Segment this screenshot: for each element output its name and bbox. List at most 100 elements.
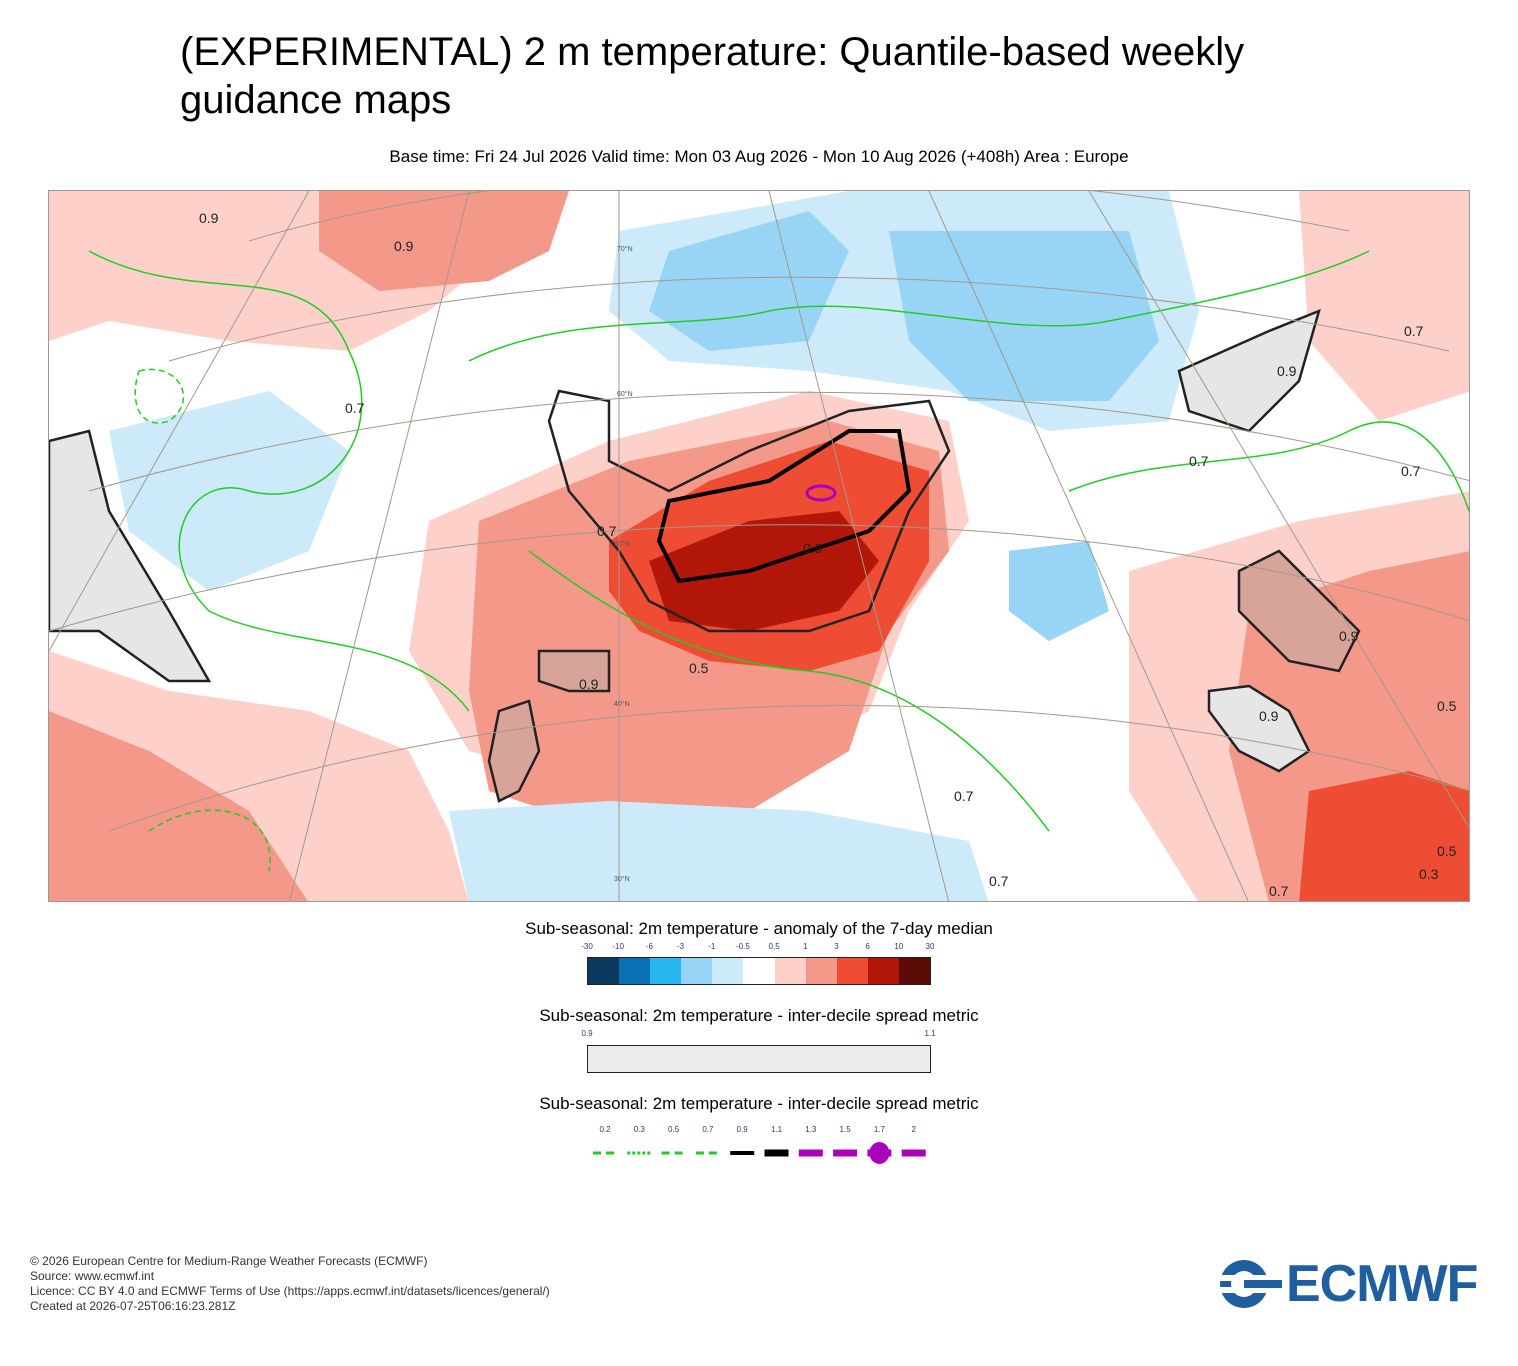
anomaly-colorbar bbox=[587, 957, 931, 985]
contour-label: 0.7 bbox=[989, 873, 1009, 889]
warm-region-greenland bbox=[319, 191, 569, 291]
map-subtitle: Base time: Fri 24 Jul 2026 Valid time: M… bbox=[389, 147, 1129, 166]
graticule-lat-30 bbox=[108, 705, 1469, 832]
anomaly-tick-label: 6 bbox=[865, 942, 870, 951]
anomaly-colorbar-swatch bbox=[867, 958, 899, 984]
spread-contour-tick-label: 1.3 bbox=[805, 1125, 817, 1134]
spread-contour-tick-label: 0.5 bbox=[668, 1125, 680, 1134]
ecmwf-logo: ECMWF bbox=[1218, 1255, 1490, 1313]
contour-label: 0.5 bbox=[1437, 843, 1457, 859]
spread-contour-legend-lines bbox=[593, 1142, 926, 1164]
anomaly-tick-label: 1 bbox=[803, 942, 808, 951]
contour-label: 0.9 bbox=[803, 540, 823, 556]
graticule-lon-d bbox=[928, 191, 1249, 901]
source-line: Source: www.ecmwf.int bbox=[30, 1269, 155, 1283]
spread-contour-tick-label: 0.2 bbox=[599, 1125, 611, 1134]
ecmwf-logo-icon bbox=[1218, 1260, 1282, 1308]
anomaly-colorbar-swatch bbox=[681, 958, 713, 984]
contour-label: 0.9 bbox=[1259, 708, 1279, 724]
anomaly-colorbar-swatch bbox=[743, 958, 775, 984]
contour-label: 0.7 bbox=[954, 788, 974, 804]
spread-contour-1-3 bbox=[805, 484, 837, 502]
lat-label-70: 70°N bbox=[617, 245, 633, 253]
contour-label: 0.7 bbox=[345, 400, 365, 416]
graticule-lat-70 bbox=[248, 191, 1350, 242]
spread-shade-atlantic-west bbox=[49, 429, 212, 683]
anomaly-legend-title: Sub-seasonal: 2m temperature - anomaly o… bbox=[525, 919, 993, 938]
contour-label: 0.9 bbox=[1339, 628, 1359, 644]
contour-label: 0.3 bbox=[1419, 866, 1439, 882]
contour-label: 0.9 bbox=[579, 676, 599, 692]
page-title: (EXPERIMENTAL) 2 m temperature: Quantile… bbox=[180, 30, 1245, 122]
anomaly-tick-label: 30 bbox=[925, 942, 935, 951]
ecmwf-logo-text: ECMWF bbox=[1286, 1255, 1478, 1313]
contour-label: 0.7 bbox=[1269, 883, 1289, 899]
spread-contour-1-1 bbox=[656, 429, 912, 584]
spread-shade-tick: 0.9 bbox=[581, 1029, 593, 1038]
contour-label: 0.5 bbox=[1437, 698, 1457, 714]
anomaly-tick-label: -6 bbox=[645, 942, 653, 951]
graticule-lon-e bbox=[1088, 191, 1469, 829]
graticule-lon-b bbox=[288, 191, 470, 901]
contour-label: 0.7 bbox=[1404, 323, 1424, 339]
anomaly-colorbar-swatch bbox=[588, 958, 620, 984]
spread-contour-legend-title: Sub-seasonal: 2m temperature - inter-dec… bbox=[539, 1094, 979, 1113]
lat-label-50: 50°N bbox=[614, 540, 630, 548]
anomaly-tick-label: 3 bbox=[834, 942, 839, 951]
spread-contour-tick-label: 1.1 bbox=[770, 1125, 783, 1134]
contour-label: 0.7 bbox=[597, 523, 617, 539]
contour-label: 0.9 bbox=[394, 238, 414, 254]
cool-region-black-sea bbox=[1009, 541, 1109, 641]
spread-shade-legend-title: Sub-seasonal: 2m temperature - inter-dec… bbox=[539, 1006, 979, 1025]
lat-label-40: 40°N bbox=[614, 700, 630, 708]
spread-shade-east-2 bbox=[1237, 549, 1361, 673]
anomaly-colorbar-swatch bbox=[712, 958, 744, 984]
spread-contour-tick-label: 0.7 bbox=[702, 1125, 714, 1134]
anomaly-tick-label: -10 bbox=[612, 942, 624, 951]
temperature-anomaly-map: 70°N 60°N 50°N 40°N 30°N 0.7 0.7 0.7 0.7… bbox=[48, 190, 1470, 902]
contour-label: 0.9 bbox=[1277, 363, 1297, 379]
anomaly-colorbar-swatch bbox=[836, 958, 868, 984]
lat-label-60: 60°N bbox=[617, 390, 633, 398]
map-canvas: 70°N 60°N 50°N 40°N 30°N 0.7 0.7 0.7 0.7… bbox=[49, 191, 1469, 901]
spread-contour-tick-label: 1.7 bbox=[873, 1125, 885, 1134]
green-contour-east bbox=[1068, 421, 1469, 512]
licence-line: Licence: CC BY 4.0 and ECMWF Terms of Us… bbox=[30, 1284, 550, 1298]
spread-contour-tick-label: 2 bbox=[911, 1125, 916, 1134]
cool-region-atlantic bbox=[109, 391, 349, 591]
graticule-lon-f bbox=[49, 191, 310, 652]
anomaly-colorbar-swatch bbox=[805, 958, 837, 984]
cool-region-scandinavia-inner bbox=[649, 211, 849, 351]
anomaly-tick-label: -30 bbox=[581, 942, 593, 951]
green-contour-europe bbox=[468, 250, 1370, 362]
green-dashed-contour-atlantic bbox=[134, 368, 185, 424]
anomaly-colorbar-swatch bbox=[898, 958, 931, 984]
green-dashed-contour-africa bbox=[148, 809, 271, 872]
anomaly-colorbar-swatch bbox=[650, 958, 682, 984]
very-warm-region-central-europe bbox=[649, 511, 879, 631]
created-line: Created at 2026-07-25T06:16:23.281Z bbox=[30, 1299, 236, 1313]
graticule-lat-50 bbox=[88, 391, 1469, 492]
contour-label: 0.7 bbox=[1401, 463, 1421, 479]
light-warm-region-northeast bbox=[1299, 191, 1469, 421]
anomaly-tick-label: -1 bbox=[708, 942, 716, 951]
spread-shade-spain bbox=[537, 649, 611, 693]
green-contour-atlantic bbox=[88, 250, 470, 712]
graticule-lon-c bbox=[768, 191, 950, 901]
anomaly-tick-label: 0.5 bbox=[768, 942, 780, 951]
spread-shade-iberia bbox=[487, 699, 541, 803]
spread-contour-line-sample bbox=[869, 1142, 890, 1164]
cool-region-north-africa bbox=[449, 801, 989, 901]
cool-region-russia bbox=[889, 231, 1159, 401]
spread-contour-tick-label: 0.9 bbox=[736, 1125, 748, 1134]
contour-label: 0.7 bbox=[1189, 453, 1209, 469]
footer-credits: © 2026 European Centre for Medium-Range … bbox=[30, 1254, 550, 1314]
spread-shade-tick: 1.1 bbox=[924, 1029, 936, 1038]
anomaly-colorbar-swatch bbox=[619, 958, 651, 984]
graticule-lat-60 bbox=[168, 276, 1450, 362]
graticule-lat-40 bbox=[49, 524, 1469, 632]
green-contour-med bbox=[528, 550, 1050, 832]
contour-label: 0.9 bbox=[199, 210, 219, 226]
spread-contour-tick-label: 0.3 bbox=[633, 1125, 645, 1134]
warm-region-southwest bbox=[49, 711, 308, 901]
